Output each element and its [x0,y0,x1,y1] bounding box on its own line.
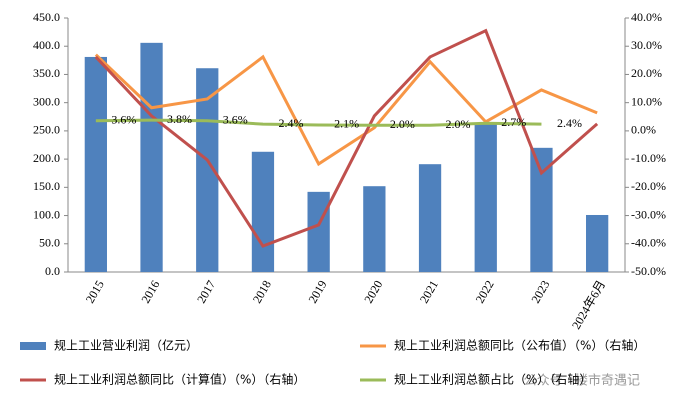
legend-label: 规上工业营业利润（亿元） [54,338,198,353]
legend-label: 规上工业利润总额占比（%）（右轴） [394,372,591,387]
data-label: 2.7% [501,115,526,129]
y2-tick-label: 30.0% [631,38,662,52]
data-label: 3.6% [223,112,248,126]
legend-label: 规上工业利润总额同比（计算值）（%）（右轴） [54,372,305,387]
bar [84,56,107,272]
x-tick-label: 2021 [417,278,441,306]
x-tick-label: 2022 [473,278,497,306]
data-label: 2.1% [334,117,359,131]
x-tick-label: 2023 [528,278,552,306]
watermark: 公众号 · 楼市奇遇记 [524,373,640,389]
y-tick-label: 300.0 [33,94,60,108]
x-tick-label: 2015 [83,278,107,306]
data-label: 3.8% [167,112,192,126]
y-tick-label: 150.0 [33,179,60,193]
bar [363,186,386,272]
data-label: 2.4% [557,116,582,130]
x-tick-label: 2019 [306,278,330,306]
bar [474,124,497,272]
legend-swatch [20,342,46,350]
bar [251,151,275,272]
x-tick-label: 2017 [194,278,218,306]
y-tick-label: 0.0 [45,264,60,278]
line [94,28,599,248]
data-label: 3.6% [111,112,136,126]
y2-tick-label: -50.0% [631,264,666,278]
y-tick-label: 50.0 [39,236,60,250]
y-tick-label: 200.0 [33,151,60,165]
y2-tick-label: 40.0% [631,10,662,24]
x-tick-label: 2016 [138,278,162,306]
x-tick-label: 2024年6月 [569,278,608,332]
y2-tick-label: -10.0% [631,151,666,165]
y2-tick-label: -40.0% [631,236,666,250]
bar [140,42,163,272]
y-tick-label: 350.0 [33,66,60,80]
y-tick-label: 400.0 [33,38,60,52]
x-tick-label: 2018 [250,278,274,306]
x-tick-label: 2020 [361,278,385,306]
legend-label: 规上工业利润总额同比（公布值）（%）（右轴） [394,338,645,353]
y2-tick-label: -30.0% [631,207,666,221]
y2-tick-label: 0.0% [631,123,656,137]
line [94,53,598,167]
y2-tick-label: 10.0% [631,94,662,108]
y-tick-label: 250.0 [33,123,60,137]
y2-tick-label: 20.0% [631,66,662,80]
data-label: 2.0% [446,117,471,131]
line [95,118,542,127]
bar [586,214,609,272]
bar [418,164,442,272]
data-label: 2.4% [278,116,303,130]
y-tick-label: 450.0 [33,10,60,24]
y2-tick-label: -20.0% [631,179,666,193]
y-tick-label: 100.0 [33,207,60,221]
bar [307,191,330,272]
data-label: 2.0% [390,117,415,131]
bar [530,147,553,272]
